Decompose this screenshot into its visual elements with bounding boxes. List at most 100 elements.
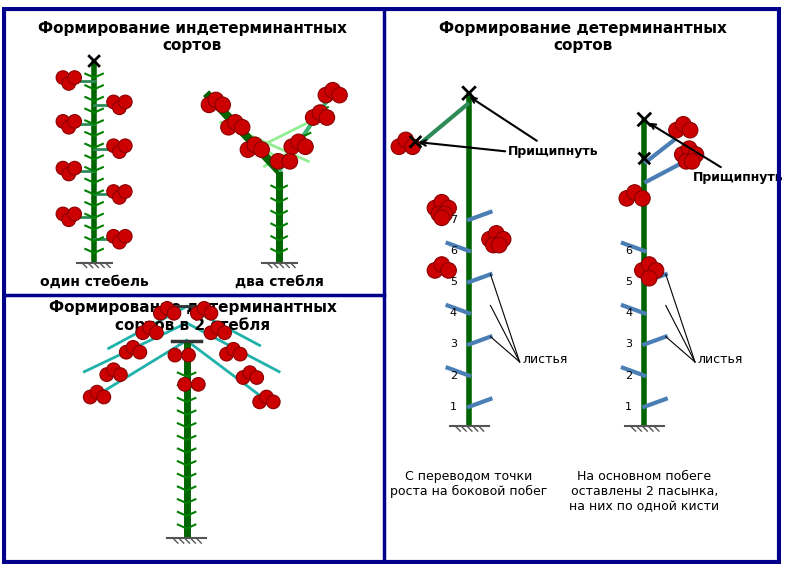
Circle shape — [634, 263, 650, 278]
Text: 2: 2 — [625, 371, 632, 381]
Text: Формирование индетерминантных
сортов: Формирование индетерминантных сортов — [38, 21, 347, 54]
Circle shape — [682, 122, 698, 138]
Circle shape — [136, 326, 150, 340]
Circle shape — [62, 167, 75, 181]
Text: 7: 7 — [450, 215, 457, 225]
Circle shape — [114, 368, 127, 381]
Circle shape — [642, 257, 657, 272]
Circle shape — [118, 230, 132, 243]
Text: 4: 4 — [625, 308, 632, 318]
Circle shape — [482, 231, 498, 247]
Circle shape — [113, 145, 126, 158]
Circle shape — [221, 119, 236, 135]
Circle shape — [68, 207, 82, 221]
Text: С переводом точки
роста на боковой побег: С переводом точки роста на боковой побег — [390, 470, 548, 498]
Circle shape — [154, 307, 167, 320]
Circle shape — [191, 377, 205, 391]
Circle shape — [489, 226, 504, 241]
Circle shape — [113, 235, 126, 249]
Circle shape — [106, 230, 120, 243]
Circle shape — [204, 307, 218, 320]
Circle shape — [62, 213, 75, 227]
Circle shape — [247, 137, 262, 152]
Circle shape — [56, 162, 70, 175]
Circle shape — [202, 97, 217, 112]
Circle shape — [226, 343, 240, 356]
Circle shape — [218, 326, 231, 340]
Circle shape — [167, 307, 181, 320]
Circle shape — [405, 139, 420, 155]
Circle shape — [118, 95, 132, 108]
Circle shape — [434, 257, 450, 272]
Circle shape — [437, 206, 453, 222]
Circle shape — [182, 348, 195, 362]
Text: 3: 3 — [450, 339, 457, 349]
Text: 5: 5 — [626, 277, 632, 287]
Circle shape — [486, 238, 501, 253]
Circle shape — [113, 191, 126, 204]
Circle shape — [62, 120, 75, 134]
Circle shape — [142, 321, 157, 335]
Circle shape — [627, 184, 642, 200]
Circle shape — [126, 340, 140, 354]
Text: Формирование детерминантных
сортов: Формирование детерминантных сортов — [439, 21, 727, 54]
Circle shape — [56, 71, 70, 85]
Circle shape — [234, 119, 250, 135]
Circle shape — [678, 154, 694, 169]
Circle shape — [250, 371, 263, 384]
Circle shape — [227, 115, 243, 130]
Circle shape — [642, 271, 657, 286]
Circle shape — [198, 301, 211, 315]
Text: 1: 1 — [450, 402, 457, 412]
Circle shape — [298, 139, 314, 155]
Text: листья: листья — [522, 352, 568, 365]
Circle shape — [236, 371, 250, 384]
Text: 6: 6 — [626, 246, 632, 256]
Text: 5: 5 — [450, 277, 457, 287]
Circle shape — [398, 132, 414, 148]
Circle shape — [325, 82, 341, 98]
Circle shape — [68, 115, 82, 128]
Circle shape — [674, 147, 690, 162]
Text: 3: 3 — [626, 339, 632, 349]
Text: один стебель: один стебель — [40, 275, 149, 289]
Circle shape — [106, 363, 120, 376]
Text: 1: 1 — [626, 402, 632, 412]
Circle shape — [106, 139, 120, 152]
Circle shape — [434, 210, 450, 226]
Circle shape — [284, 139, 299, 155]
Circle shape — [427, 263, 442, 278]
Circle shape — [178, 377, 191, 391]
Circle shape — [682, 141, 697, 156]
Circle shape — [391, 139, 406, 155]
Circle shape — [118, 139, 132, 152]
Circle shape — [306, 110, 321, 125]
Circle shape — [106, 95, 120, 108]
Circle shape — [211, 321, 225, 335]
Circle shape — [106, 184, 120, 198]
Circle shape — [318, 87, 334, 103]
Circle shape — [431, 206, 446, 222]
Circle shape — [97, 390, 110, 404]
Circle shape — [270, 154, 286, 169]
Circle shape — [648, 263, 664, 278]
Text: На основном побеге
оставлены 2 пасынка,
на них по одной кисти: На основном побеге оставлены 2 пасынка, … — [570, 470, 719, 513]
Circle shape — [495, 231, 511, 247]
Circle shape — [291, 134, 306, 150]
Text: два стебля: два стебля — [234, 275, 323, 289]
Circle shape — [319, 110, 334, 125]
Circle shape — [441, 263, 456, 278]
Circle shape — [619, 191, 634, 206]
Circle shape — [254, 142, 270, 158]
Circle shape — [100, 368, 114, 381]
Circle shape — [56, 207, 70, 221]
Circle shape — [204, 326, 218, 340]
Circle shape — [684, 154, 700, 169]
Circle shape — [282, 154, 298, 169]
Circle shape — [675, 116, 691, 132]
Circle shape — [68, 71, 82, 85]
Circle shape — [243, 366, 257, 380]
Circle shape — [634, 191, 650, 206]
Text: 6: 6 — [450, 246, 457, 256]
Circle shape — [266, 395, 280, 409]
